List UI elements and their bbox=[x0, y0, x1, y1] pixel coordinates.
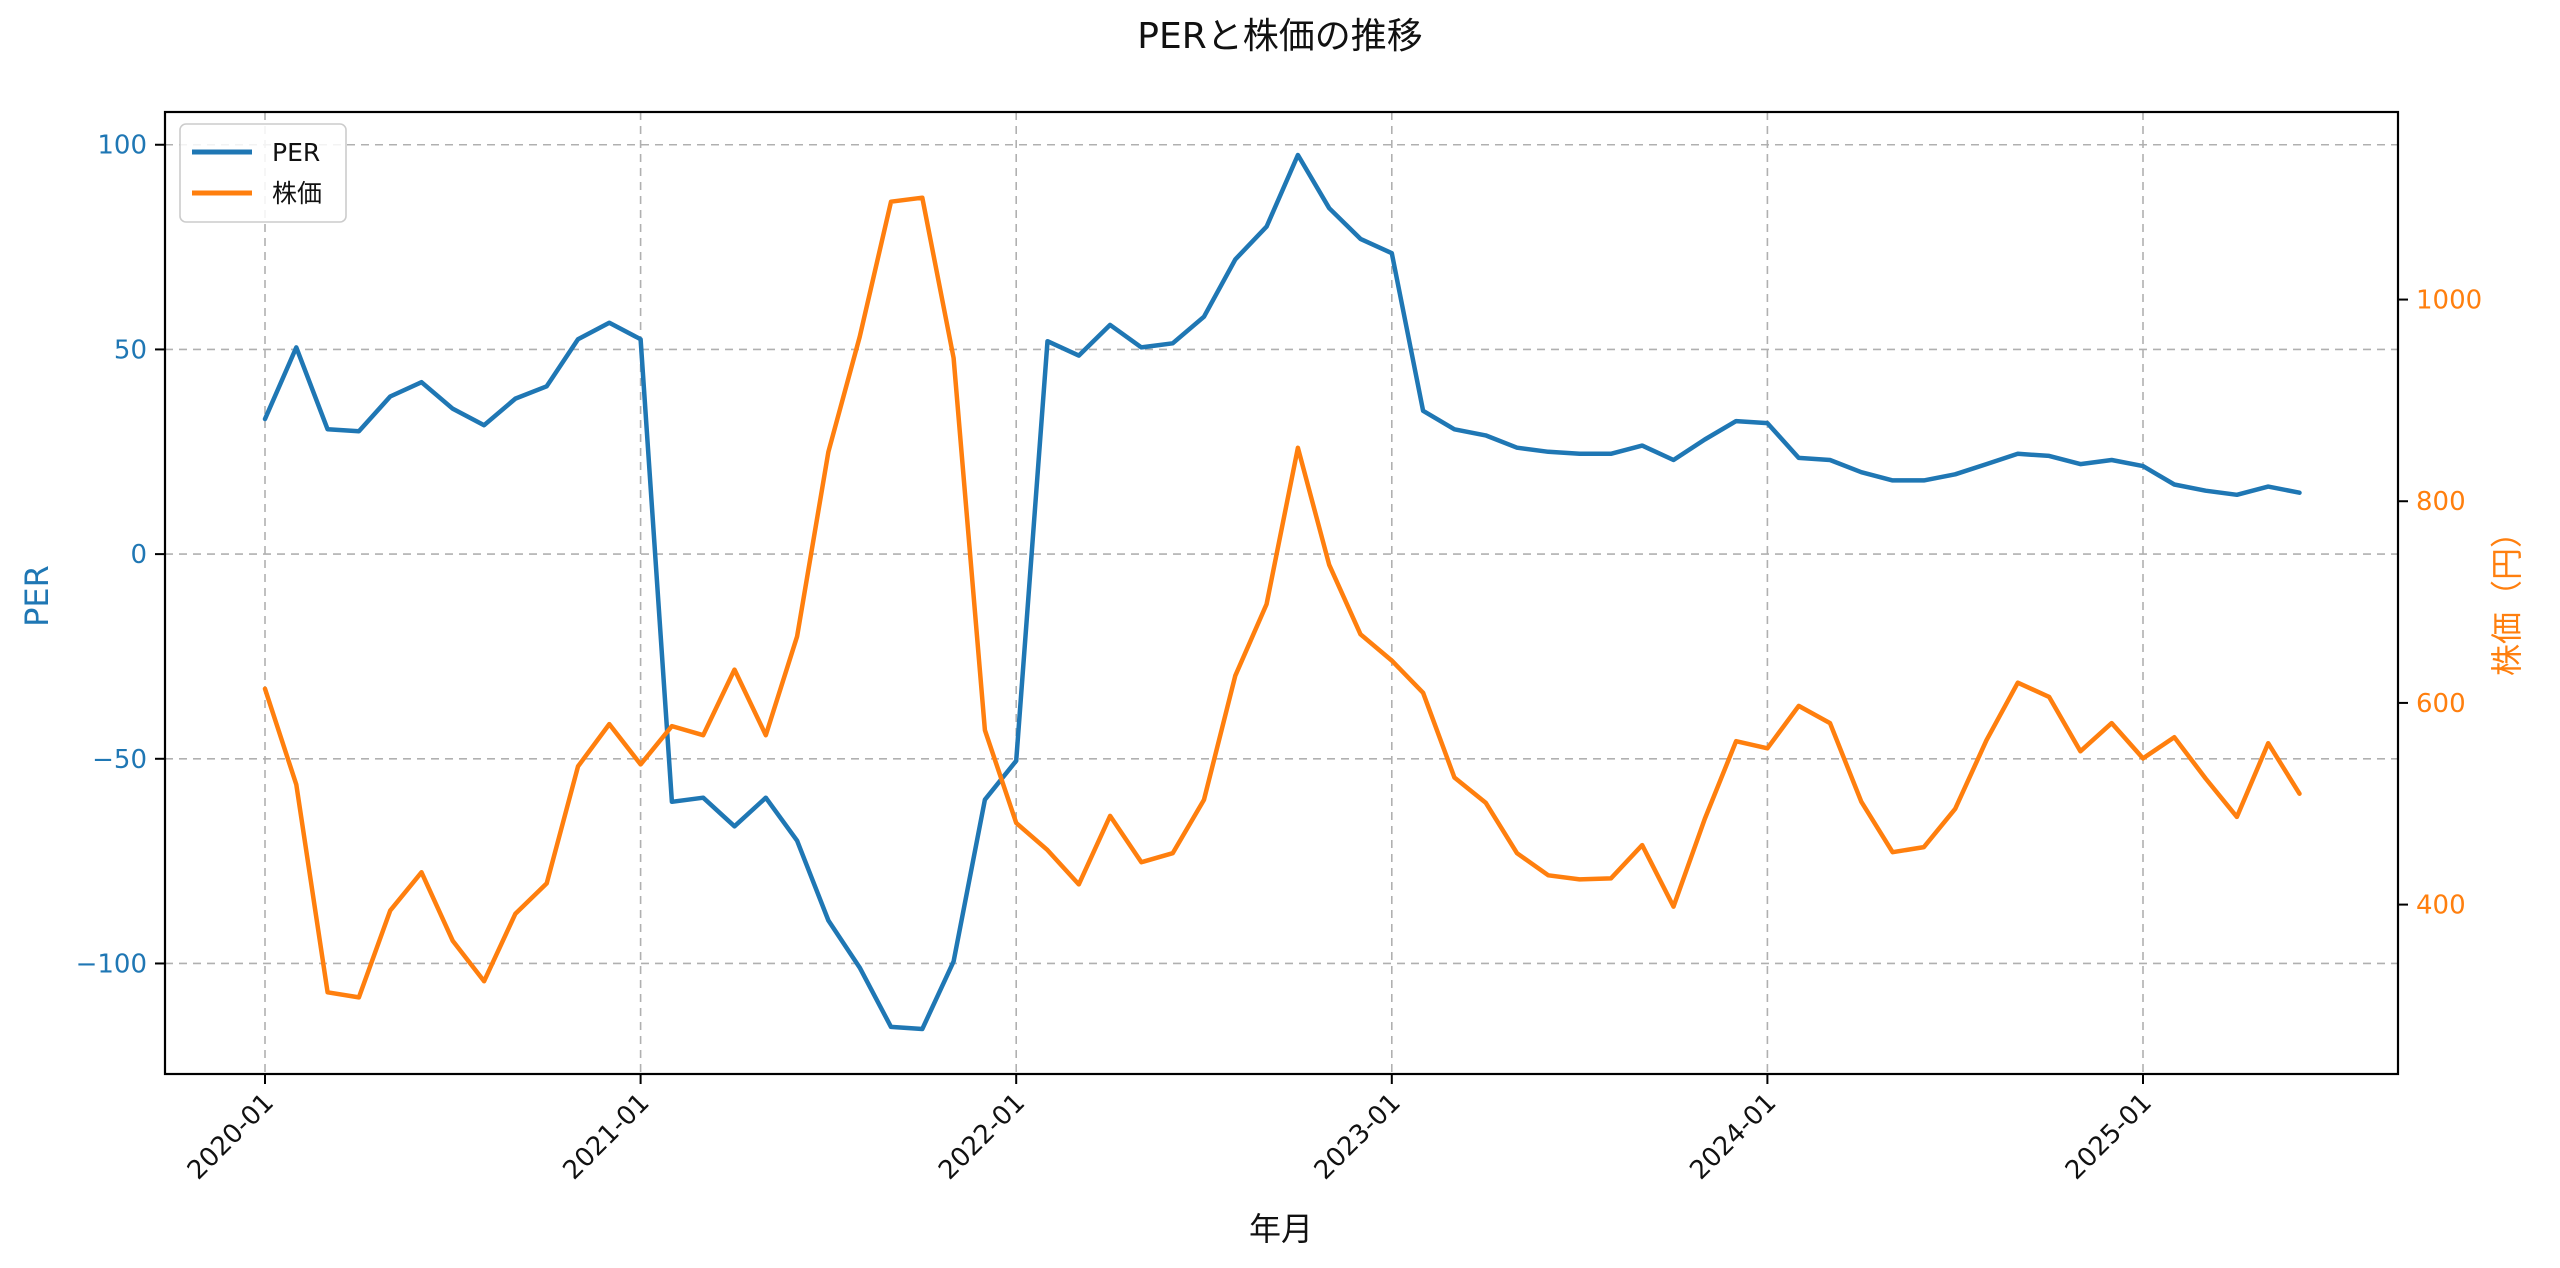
left-tick-label: 0 bbox=[130, 540, 147, 570]
left-tick-label: 50 bbox=[114, 335, 147, 365]
plot-area-frame bbox=[163, 110, 2400, 1076]
x-axis-title: 年月 bbox=[1249, 1210, 1313, 1248]
right-tick-label: 800 bbox=[2416, 487, 2466, 517]
right-y-axis: 1000 800 600 400 bbox=[2398, 286, 2482, 921]
left-y-axis: 100 50 0 −50 −100 bbox=[76, 131, 165, 979]
grid-layer bbox=[165, 112, 2398, 1074]
left-tick-label: 100 bbox=[97, 131, 147, 161]
series-line-per bbox=[262, 152, 2302, 1032]
left-tick-label: −100 bbox=[76, 949, 147, 979]
legend-box bbox=[179, 123, 347, 223]
right-tick-label: 1000 bbox=[2416, 286, 2482, 316]
series-line-price bbox=[262, 195, 2302, 1000]
right-tick-label: 400 bbox=[2416, 891, 2466, 921]
legend-label-price: 株価 bbox=[272, 179, 322, 208]
right-axis-title: 株価（円） bbox=[2488, 516, 2526, 676]
left-tick-label: −50 bbox=[92, 745, 147, 775]
right-tick-label: 600 bbox=[2416, 689, 2466, 719]
series-layer bbox=[262, 152, 2302, 1032]
legend: PER 株価 bbox=[179, 123, 347, 223]
left-axis-title: PER bbox=[18, 565, 56, 627]
legend-label-per: PER bbox=[272, 138, 320, 167]
chart-title: PERと株価の推移 bbox=[1137, 16, 1422, 57]
